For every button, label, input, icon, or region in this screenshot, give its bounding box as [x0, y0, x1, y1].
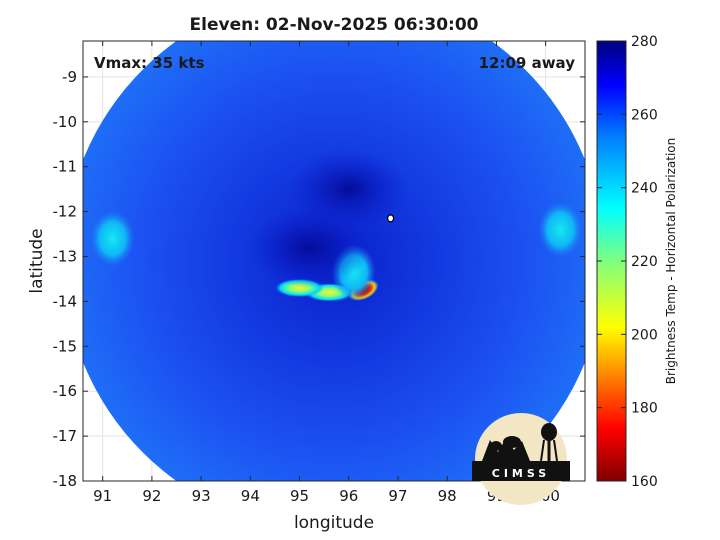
x-tick-label: 97 [388, 487, 407, 505]
x-tick-label: 96 [339, 487, 358, 505]
colorbar-tick-label: 200 [631, 327, 658, 343]
y-axis-label: latitude [27, 228, 47, 293]
y-tick-label: -9 [62, 68, 77, 86]
chart-title: Eleven: 02-Nov-2025 06:30:00 [190, 15, 479, 35]
brightness-feature-5 [538, 201, 583, 258]
brightness-feature-4 [90, 210, 135, 267]
axes-frame [82, 40, 586, 482]
x-axis-label: longitude [294, 513, 374, 533]
x-tick-label: 92 [142, 487, 161, 505]
x-tick-label: 95 [290, 487, 309, 505]
vmax-annotation: Vmax: 35 kts [94, 54, 204, 72]
brightness-feature-7 [288, 149, 409, 230]
y-tick-label: -17 [53, 427, 78, 445]
y-tick-label: -18 [53, 472, 78, 490]
time-away-annotation: 12:09 away [479, 54, 576, 72]
svg-text:CIMSS: CIMSS [492, 467, 550, 480]
y-tick-label: -16 [53, 382, 78, 400]
y-tick-label: -13 [53, 248, 78, 266]
y-tick-label: -14 [53, 292, 78, 310]
center-marker-layer [386, 214, 395, 223]
brightness-features [90, 149, 583, 302]
x-tick-label: 94 [241, 487, 260, 505]
y-tick-label: -10 [53, 113, 78, 131]
colorbar-tick-label: 180 [631, 401, 658, 417]
colorbar-tick-label: 220 [631, 254, 658, 270]
x-tick-label: 98 [438, 487, 457, 505]
storm-center-marker [386, 214, 395, 223]
x-tick-label: 93 [192, 487, 211, 505]
x-tick-label: 91 [93, 487, 112, 505]
colorbar-label: Brightness Temp - Horizontal Polarizatio… [664, 138, 678, 385]
y-tick-label: -15 [53, 337, 78, 355]
cimss-logo: CIMSS [472, 413, 570, 505]
colorbar-tick-label: 280 [631, 34, 658, 50]
y-tick-label: -11 [53, 158, 78, 176]
colorbar-ticks: 280 260 240 220 200 180 160 [597, 34, 658, 490]
colorbar-tick-label: 240 [631, 181, 658, 197]
colorbar-tick-label: 160 [631, 474, 658, 490]
swath-layer [83, 41, 585, 481]
colorbar-tick-label: 260 [631, 107, 658, 123]
y-tick-label: -12 [53, 203, 78, 221]
